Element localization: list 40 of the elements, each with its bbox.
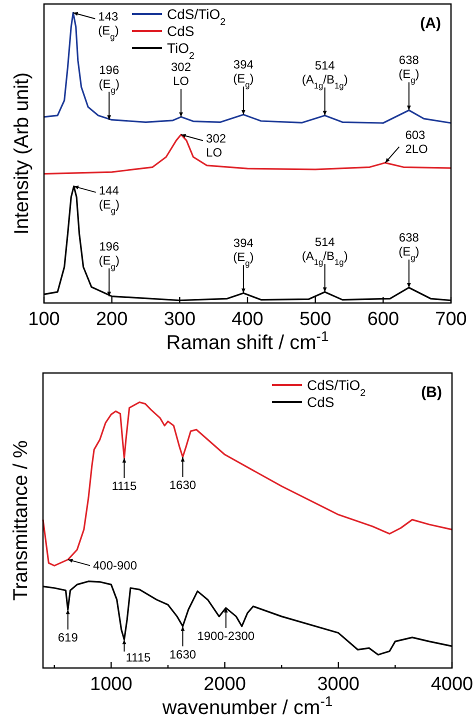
annotation: 514 (A$_{1g}$/B$_{1g}$) <box>302 234 348 267</box>
legend-label: TiO$_{2}$ <box>167 40 194 62</box>
y-axis-title: Intensity (Arb unit) <box>11 72 33 235</box>
annotation: 196 (E$_{g}$) <box>98 239 120 272</box>
annotation: 1115 <box>112 479 138 494</box>
x-tick-label: 200 <box>96 309 128 330</box>
x-tick-label: 700 <box>435 309 467 330</box>
annotation: 619 <box>58 630 78 645</box>
legend-label: CdS <box>307 394 334 410</box>
x-tick-label: 1000 <box>90 674 132 695</box>
annotation: 638 (E$_{g}$) <box>398 53 420 86</box>
annotation: 302 LO <box>206 132 226 160</box>
annotation: 302 LO <box>171 60 192 88</box>
annotation: 603 2LO <box>405 128 428 156</box>
x-tick-label: 600 <box>367 309 400 330</box>
annotation: (A) <box>420 15 441 32</box>
x-tick-label: 4000 <box>430 674 474 695</box>
x-axis-title: wavenumber / cm$^{-1}$ <box>161 693 333 719</box>
x-axis-title: Raman shift / cm$^{-1}$ <box>166 328 329 354</box>
annotation: 1900-2300 <box>197 628 255 643</box>
annotation: 514 (A$_{1g}$/B$_{1g}$) <box>302 58 348 90</box>
annotation: 143 (E$_{g}$) <box>98 10 119 42</box>
annotation: 144 (E$_{g}$) <box>98 183 120 216</box>
x-tick-label: 2000 <box>204 674 246 695</box>
x-tick-label: 3000 <box>317 674 360 695</box>
x-tick-label: 500 <box>299 309 332 330</box>
y-axis-title: Transmittance / % <box>10 440 32 601</box>
annotation: 638 (E$_{g}$) <box>398 230 420 263</box>
annotation: 400-900 <box>92 558 138 573</box>
annotation: 394 (E$_{g}$) <box>233 58 254 90</box>
text: (B) <box>421 384 442 401</box>
legend-label: CdS <box>167 23 194 39</box>
annotation: 1630 <box>169 647 196 662</box>
annotation: 196 (E$_{g}$) <box>98 62 120 95</box>
annotation: 1115 <box>126 650 152 665</box>
x-tick-label: 100 <box>28 309 60 330</box>
annotation: 1630 <box>169 478 196 492</box>
x-tick-label: 400 <box>232 309 264 330</box>
annotation: 394 (E$_{g}$) <box>233 236 254 268</box>
x-tick-label: 300 <box>164 309 196 330</box>
